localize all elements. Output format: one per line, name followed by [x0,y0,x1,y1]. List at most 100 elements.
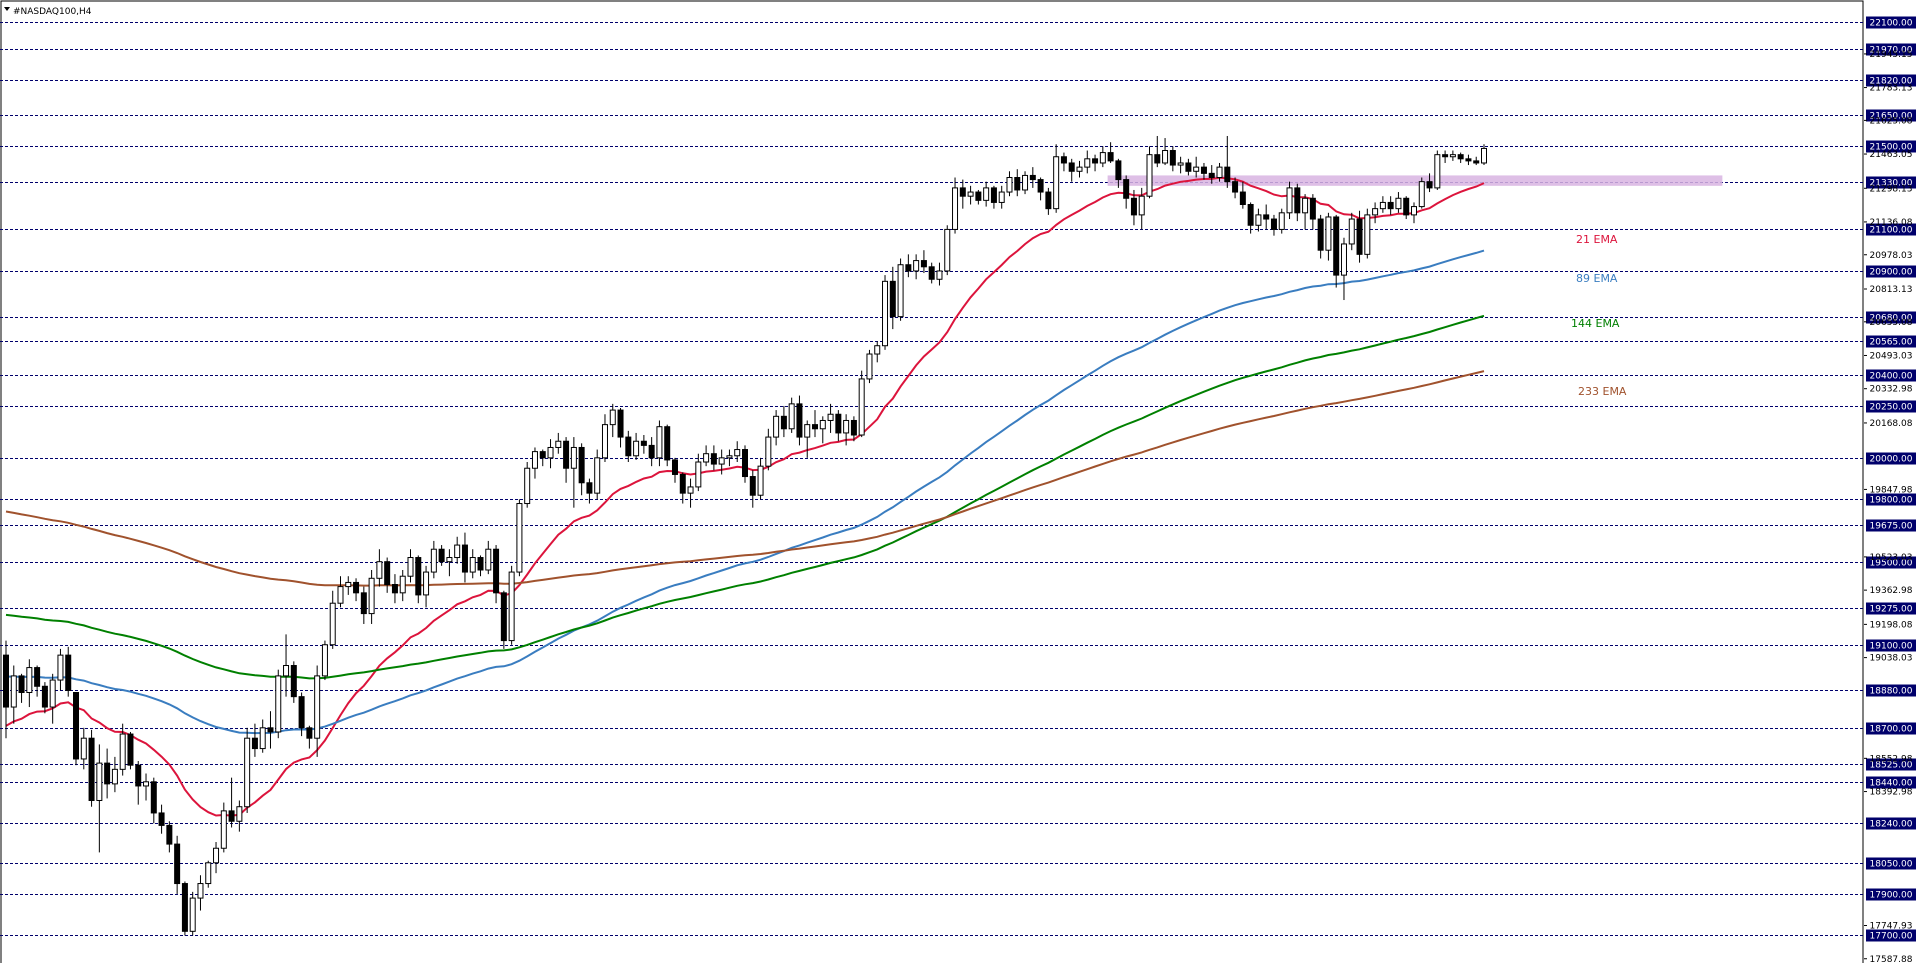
candle[interactable] [952,177,959,234]
candle[interactable] [983,181,990,207]
candle[interactable] [111,756,118,793]
candle[interactable] [104,748,111,799]
candle[interactable] [1465,154,1472,166]
candle[interactable] [1224,135,1231,188]
candle[interactable] [26,659,33,708]
candle[interactable] [726,449,733,467]
candle[interactable] [882,275,889,350]
candle[interactable] [197,875,204,911]
candle[interactable] [648,437,655,467]
candle[interactable] [127,731,134,770]
candle[interactable] [1162,138,1169,166]
candle[interactable] [695,453,702,492]
candle[interactable] [1255,208,1262,232]
candle[interactable] [353,578,360,602]
candle[interactable] [1348,212,1355,251]
candle[interactable] [469,549,476,579]
candle[interactable] [236,800,243,832]
candle[interactable] [835,410,842,442]
candle[interactable] [1130,189,1137,226]
candle[interactable] [773,410,780,446]
candle[interactable] [687,478,694,508]
candle[interactable] [819,416,826,444]
candle[interactable] [780,405,787,438]
candle[interactable] [889,266,896,330]
candle[interactable] [874,341,881,363]
candle[interactable] [1473,156,1480,166]
candle[interactable] [228,777,235,828]
candle[interactable] [1053,144,1060,213]
candle[interactable] [135,761,142,805]
candle[interactable] [1185,158,1192,176]
candle[interactable] [1364,208,1371,259]
candle[interactable] [376,549,383,587]
candle[interactable] [734,441,741,463]
candle[interactable] [578,443,585,496]
candle[interactable] [88,729,95,807]
candle[interactable] [1457,152,1464,163]
candle[interactable] [477,555,484,577]
candle[interactable] [1107,142,1114,163]
candle[interactable] [454,536,461,564]
candle[interactable] [1099,146,1106,168]
candle[interactable] [1418,177,1425,209]
candle[interactable] [415,555,422,604]
candle[interactable] [205,860,212,888]
candle[interactable] [267,711,274,749]
candle[interactable] [936,262,943,286]
candle[interactable] [368,569,375,624]
candle[interactable] [57,648,64,691]
candle[interactable] [166,821,173,853]
candle[interactable] [18,673,25,703]
candle[interactable] [158,804,165,834]
candle[interactable] [594,449,601,500]
candle[interactable] [718,449,725,475]
candle[interactable] [430,540,437,579]
candle[interactable] [500,590,507,649]
candle[interactable] [1270,214,1277,236]
candle[interactable] [10,665,17,724]
candle[interactable] [944,225,951,276]
candle[interactable] [1286,181,1293,220]
candle[interactable] [189,891,196,936]
candle[interactable] [1154,135,1161,168]
candle[interactable] [1395,192,1402,213]
candle[interactable] [633,432,640,460]
candle[interactable] [897,258,904,321]
candle[interactable] [1379,196,1386,213]
candle[interactable] [360,586,367,624]
candle[interactable] [710,445,717,471]
candle[interactable] [1045,187,1052,215]
candle[interactable] [555,432,562,454]
candle[interactable] [570,437,577,508]
candle[interactable] [804,420,811,458]
candle[interactable] [1232,177,1239,199]
candle[interactable] [1449,150,1456,161]
candle[interactable] [314,665,321,757]
candle[interactable] [1037,177,1044,201]
candle[interactable] [1239,181,1246,209]
candle[interactable] [119,723,126,776]
candle[interactable] [275,669,282,739]
candle[interactable] [1426,173,1433,193]
candle[interactable] [150,777,157,824]
candle[interactable] [664,424,671,467]
candle[interactable] [679,472,686,504]
candle[interactable] [656,420,663,467]
candle[interactable] [407,549,414,583]
candle[interactable] [1146,146,1153,199]
candle[interactable] [65,646,72,697]
candle[interactable] [843,414,850,446]
candle[interactable] [1356,210,1363,263]
candle[interactable] [1372,202,1379,224]
candle[interactable] [446,549,453,577]
candle[interactable] [329,590,336,649]
candle[interactable] [1325,212,1332,261]
candle[interactable] [563,437,570,483]
symbol-dropdown-icon[interactable] [4,7,10,11]
candle[interactable] [1138,187,1145,230]
candle[interactable] [1340,237,1347,301]
candle[interactable] [1263,204,1270,230]
candle[interactable] [321,640,328,681]
